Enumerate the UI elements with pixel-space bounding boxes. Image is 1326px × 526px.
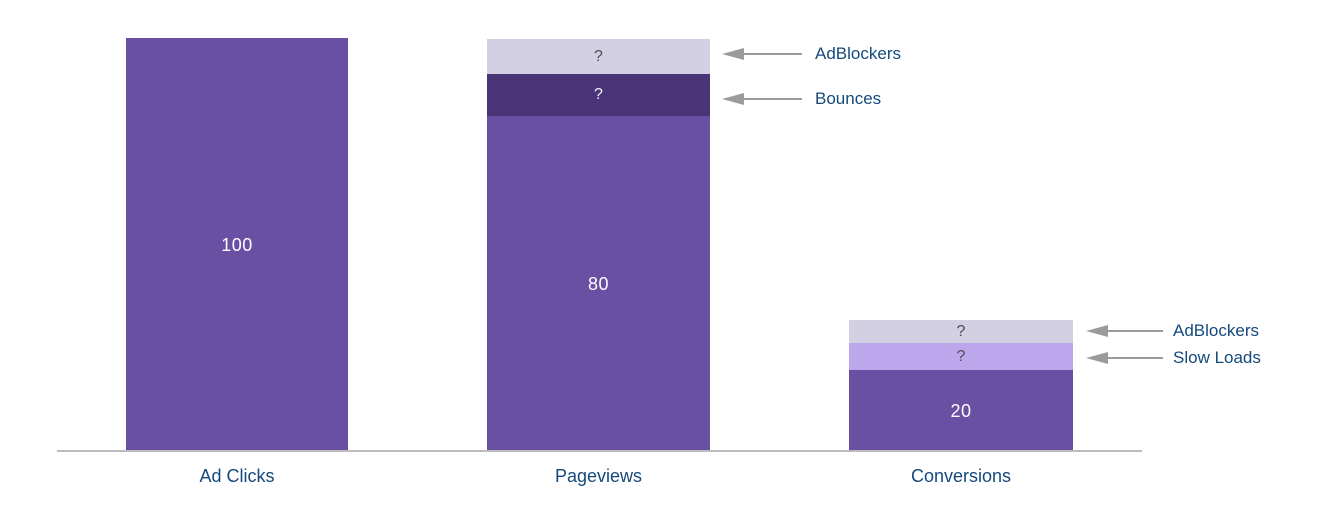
annotation-pageviews-adblockers: AdBlockers <box>815 44 901 63</box>
value-label-conversions-adblockers: ? <box>956 322 966 340</box>
bar-ad-clicks-segment-main: 100 <box>126 38 348 452</box>
bar-conversions-segment-slow-loads: ? <box>849 343 1073 370</box>
arrow-line <box>1108 357 1163 359</box>
arrow-line <box>1108 330 1163 332</box>
value-label-conversions-slow-loads: ? <box>956 347 966 365</box>
value-label-conversions: 20 <box>950 400 972 421</box>
bar-pageviews-segment-bounces: ? <box>487 74 710 116</box>
annotation-conversions-adblockers: AdBlockers <box>1173 321 1259 340</box>
arrow-head-icon <box>1086 325 1108 337</box>
arrow-head-icon <box>722 48 744 60</box>
arrow-left-icon <box>1086 352 1163 364</box>
arrow-left-icon <box>722 48 802 60</box>
value-label-ad-clicks: 100 <box>221 234 253 255</box>
value-label-pageviews: 80 <box>587 273 610 294</box>
arrow-left-icon <box>1086 325 1163 337</box>
category-label-conversions: Conversions <box>910 466 1012 486</box>
bar-conversions-segment-adblockers: ? <box>849 320 1073 343</box>
bar-pageviews-segment-adblockers: ? <box>487 39 710 74</box>
annotation-conversions-slow-loads: Slow Loads <box>1173 348 1261 367</box>
annotation-pageviews-bounces: Bounces <box>815 89 882 108</box>
arrow-line <box>744 98 802 100</box>
x-axis-line <box>57 450 1142 452</box>
category-label-ad-clicks: Ad Clicks <box>199 466 275 486</box>
arrow-line <box>744 53 802 55</box>
bar-conversions-segment-main: 20 <box>849 370 1073 452</box>
value-label-pageviews-bounces: ? <box>594 86 603 103</box>
arrow-left-icon <box>722 93 802 105</box>
category-label-pageviews: Pageviews <box>554 466 643 486</box>
bar-pageviews-segment-main: 80 <box>487 116 710 452</box>
arrow-head-icon <box>1086 352 1108 364</box>
value-label-pageviews-adblockers: ? <box>594 47 603 65</box>
arrow-head-icon <box>722 93 744 105</box>
